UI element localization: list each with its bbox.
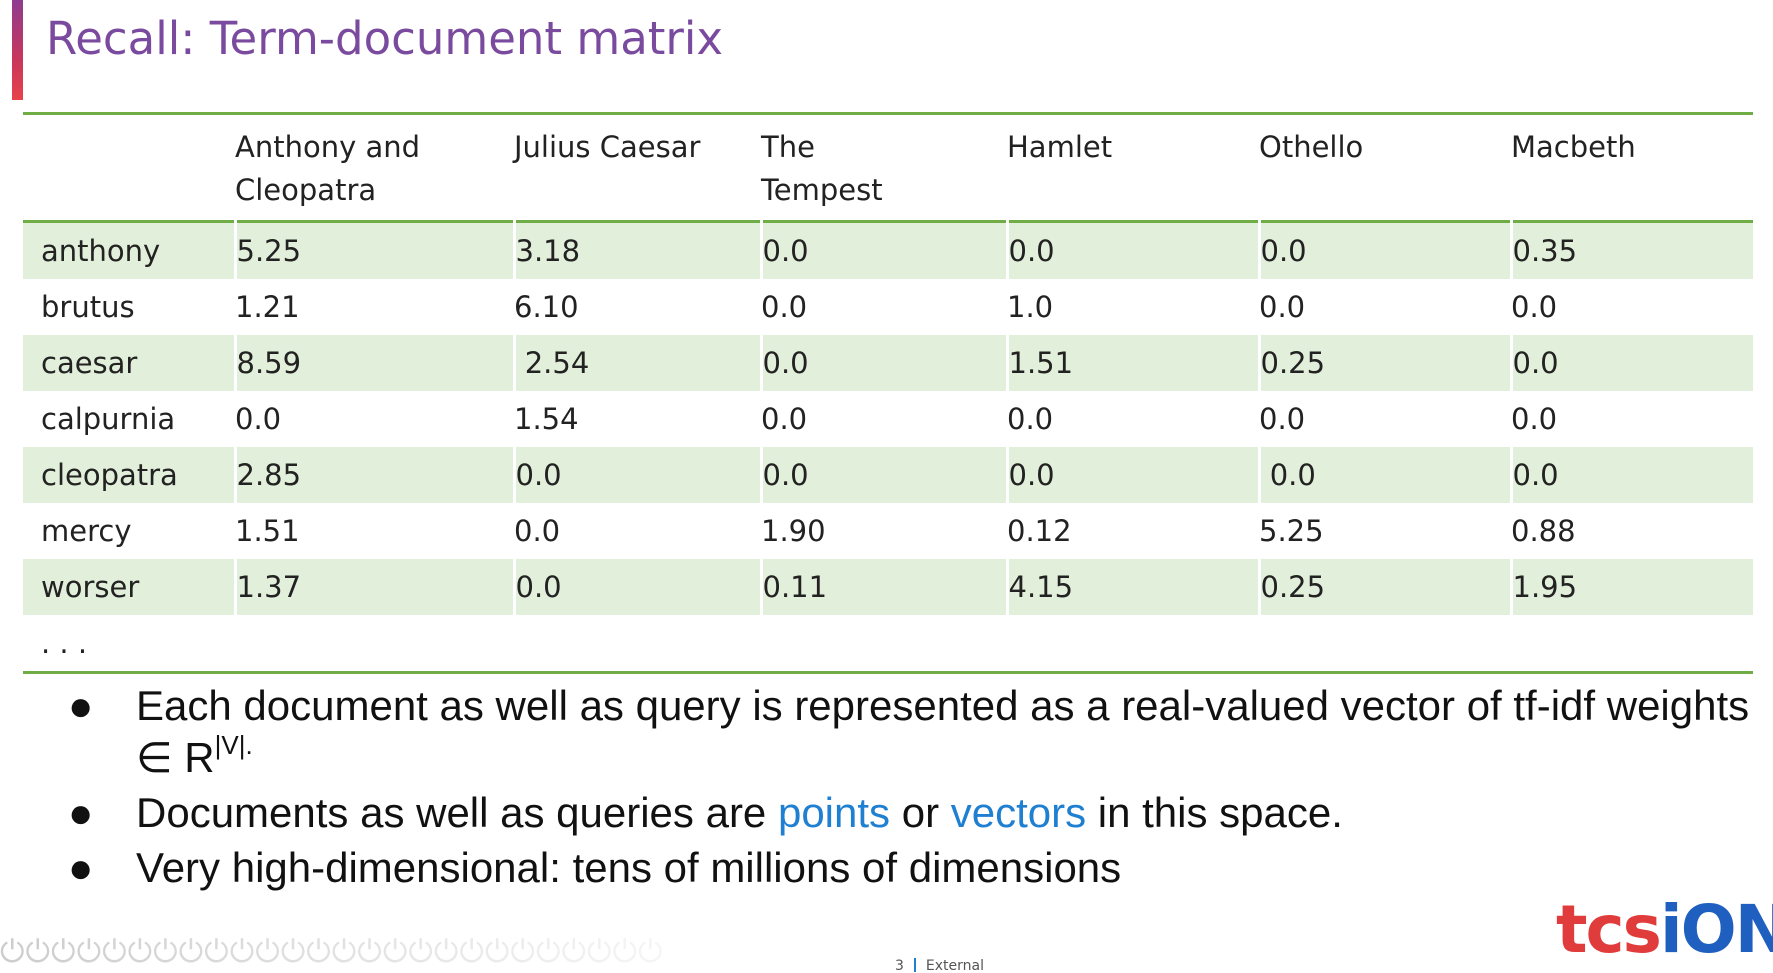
value-cell: 0.0 — [235, 402, 282, 436]
bullet-marker: ● — [68, 682, 94, 729]
table-row: anthony 5.25 3.18 0.0 0.0 0.0 0.35 — [23, 221, 1753, 279]
bullet-item: ● Very high-dimensional: tens of million… — [68, 842, 1758, 894]
value-cell: 5.25 — [235, 221, 516, 279]
value-cell: 0.0 — [1259, 290, 1306, 324]
value-cell: 1.21 — [235, 290, 300, 324]
bullet-text: Documents as well as queries are — [136, 789, 778, 836]
value-cell: 8.59 — [235, 335, 516, 391]
bullet-marker: ● — [68, 844, 94, 891]
table-row: brutus 1.21 6.10 0.0 1.0 0.0 0.0 — [23, 279, 1753, 335]
value-cell: 1.90 — [761, 514, 826, 548]
table-row-ellipsis: . . . — [23, 615, 1753, 673]
bullet-text: Each document as well as query is repres… — [136, 682, 1750, 781]
value-cell: 0.88 — [1511, 514, 1576, 548]
ellipsis-cell: . . . — [41, 626, 88, 660]
table-row: caesar 8.59 2.54 0.0 1.51 0.25 0.0 — [23, 335, 1753, 391]
footer-classification: External — [925, 958, 985, 973]
bullet-superscript: |V|. — [214, 730, 253, 760]
column-header: Anthony and Cleopatra — [235, 130, 421, 207]
highlight-points: points — [777, 789, 891, 836]
value-cell: 0.0 — [514, 447, 763, 503]
term-cell: cleopatra — [23, 447, 237, 503]
power-glyph-decoration-icon: ⏻⏻⏻⏻⏻⏻⏻⏻⏻⏻⏻⏻⏻⏻⏻⏻⏻⏻⏻⏻⏻⏻⏻⏻⏻⏻ — [0, 936, 664, 968]
value-cell: 1.0 — [1007, 290, 1054, 324]
value-cell: 0.0 — [514, 514, 561, 548]
term-cell: worser — [23, 559, 237, 615]
highlight-vectors: vectors — [950, 789, 1087, 836]
term-cell: brutus — [41, 290, 135, 324]
value-cell: 0.25 — [1259, 559, 1513, 615]
term-cell: calpurnia — [41, 402, 176, 436]
value-cell: 0.0 — [761, 290, 808, 324]
value-cell: 0.0 — [761, 221, 1009, 279]
column-header: The Tempest — [761, 130, 883, 207]
bullet-item: ● Documents as well as queries are point… — [68, 787, 1758, 839]
table-row: cleopatra 2.85 0.0 0.0 0.0 0.0 0.0 — [23, 447, 1753, 503]
term-cell: anthony — [23, 221, 237, 279]
value-cell: 0.0 — [1511, 402, 1558, 436]
table-row: mercy 1.51 0.0 1.90 0.12 5.25 0.88 — [23, 503, 1753, 559]
slide-title: Recall: Term-document matrix — [46, 12, 724, 65]
value-cell: 0.0 — [1511, 335, 1753, 391]
term-document-matrix: Anthony and Cleopatra Julius Caesar The … — [23, 112, 1753, 674]
value-cell: 0.0 — [761, 335, 1009, 391]
value-cell: 0.0 — [1511, 447, 1753, 503]
matrix-table: Anthony and Cleopatra Julius Caesar The … — [23, 112, 1753, 674]
value-cell: 2.85 — [235, 447, 516, 503]
tcs-ion-logo: tcsiON — [1556, 890, 1773, 970]
bullet-marker: ● — [68, 789, 94, 836]
value-cell: 0.11 — [761, 559, 1009, 615]
logo-part-ion: iON — [1659, 891, 1773, 968]
footer: 3 External — [895, 958, 984, 973]
term-cell: caesar — [23, 335, 237, 391]
header-row: Anthony and Cleopatra Julius Caesar The … — [23, 113, 1753, 222]
value-cell: 4.15 — [1007, 559, 1261, 615]
value-cell: 6.10 — [514, 290, 579, 324]
column-header: Othello — [1259, 130, 1364, 164]
value-cell: 0.0 — [1007, 447, 1261, 503]
value-cell: 1.95 — [1511, 559, 1753, 615]
title-accent-bar — [12, 0, 23, 100]
value-cell: 0.0 — [1259, 221, 1513, 279]
table-row: worser 1.37 0.0 0.11 4.15 0.25 1.95 — [23, 559, 1753, 615]
value-cell: 0.25 — [1259, 335, 1513, 391]
value-cell: 0.0 — [1007, 402, 1054, 436]
value-cell: 0.0 — [514, 559, 763, 615]
value-cell: 0.35 — [1511, 221, 1753, 279]
page-number: 3 — [895, 958, 904, 973]
value-cell: 2.54 — [514, 335, 763, 391]
bullet-item: ● Each document as well as query is repr… — [68, 680, 1758, 784]
value-cell: 1.51 — [1007, 335, 1261, 391]
value-cell: 0.0 — [1511, 290, 1558, 324]
value-cell: 0.0 — [761, 447, 1009, 503]
column-header: Hamlet — [1007, 130, 1113, 164]
bullet-text: in this space. — [1086, 789, 1343, 836]
value-cell: 1.54 — [514, 402, 579, 436]
bullet-text: Very high-dimensional: tens of millions … — [136, 844, 1122, 891]
column-header: Macbeth — [1511, 130, 1636, 164]
term-cell: mercy — [41, 514, 132, 548]
corner-cell — [23, 114, 235, 222]
value-cell: 0.0 — [1259, 447, 1513, 503]
bullet-text: or — [890, 789, 951, 836]
value-cell: 0.0 — [1259, 402, 1306, 436]
value-cell: 0.12 — [1007, 514, 1072, 548]
value-cell: 1.37 — [235, 559, 516, 615]
column-header: Julius Caesar — [514, 130, 701, 164]
table-row: calpurnia 0.0 1.54 0.0 0.0 0.0 0.0 — [23, 391, 1753, 447]
value-cell: 0.0 — [1007, 221, 1261, 279]
bullet-list: ● Each document as well as query is repr… — [68, 680, 1758, 897]
value-cell: 5.25 — [1259, 514, 1324, 548]
value-cell: 3.18 — [514, 221, 763, 279]
footer-divider — [913, 958, 916, 972]
value-cell: 1.51 — [235, 514, 300, 548]
logo-part-tcs: tcs — [1556, 891, 1662, 968]
value-cell: 0.0 — [761, 402, 808, 436]
